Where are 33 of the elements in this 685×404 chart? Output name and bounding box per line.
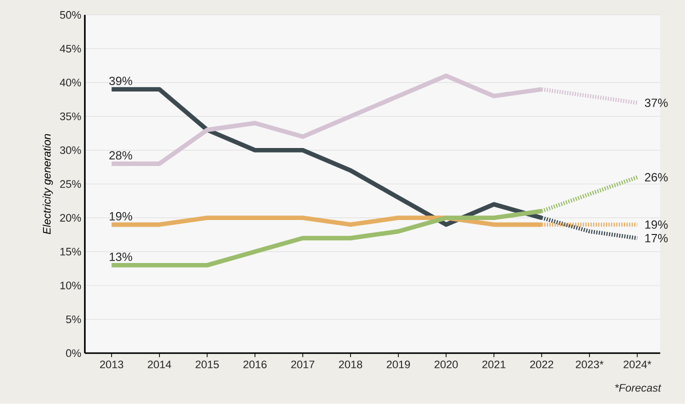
y-tick-label: 40% <box>60 78 81 87</box>
data-label: 19% <box>110 212 132 221</box>
x-tick-label: 2022 <box>530 360 554 368</box>
x-tick-label: 2016 <box>243 360 267 368</box>
y-tick-label: 5% <box>66 316 81 324</box>
y-tick-label: 35% <box>60 112 81 120</box>
x-tick-label: 2019 <box>386 360 410 368</box>
data-label: 13% <box>110 252 132 262</box>
text: *Forecast <box>615 384 662 392</box>
data-label: 37% <box>644 98 668 108</box>
y-tick-label: 20% <box>60 214 81 222</box>
data-label: 28% <box>109 151 132 160</box>
data-label: 19% <box>645 220 668 229</box>
y-tick-label: 25% <box>60 180 81 188</box>
x-tick-label: 2014 <box>148 360 172 368</box>
x-tick-label: 2018 <box>338 360 362 368</box>
x-tick-label: 2020 <box>434 360 458 368</box>
x-tick-label: 2021 <box>482 360 506 368</box>
data-label: 39% <box>109 76 132 86</box>
data-label: 17% <box>645 234 668 242</box>
data-label: 26% <box>644 173 668 182</box>
x-tick-label: 2015 <box>196 360 219 368</box>
y-tick-label: 15% <box>60 248 81 256</box>
y-tick-label: 50% <box>60 11 81 19</box>
x-tick-label: 2013 <box>100 360 124 368</box>
x-tick-label: 2023* <box>576 360 604 368</box>
y-tick-label: 0% <box>66 349 81 358</box>
y-axis-title: Electricity generation <box>42 134 53 234</box>
y-tick-label: 30% <box>60 146 81 154</box>
x-tick-label: 2024* <box>624 360 652 368</box>
y-tick-label: 45% <box>60 45 81 53</box>
x-tick-label: 2017 <box>291 360 314 368</box>
y-tick-label: 10% <box>60 282 81 290</box>
